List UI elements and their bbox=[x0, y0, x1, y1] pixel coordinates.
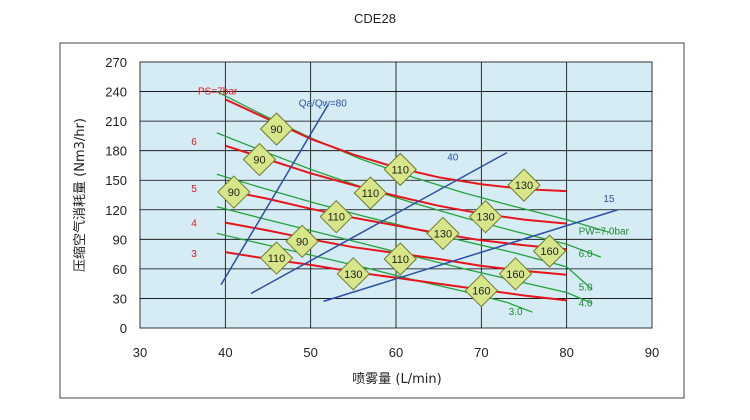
diamond-label: 130 bbox=[515, 180, 533, 192]
y-tick-label: 240 bbox=[105, 85, 127, 100]
ratio-line-label: 40 bbox=[447, 153, 459, 164]
diamond-label: 130 bbox=[344, 269, 362, 281]
ratio-line bbox=[323, 209, 619, 303]
diamond-marker bbox=[336, 257, 371, 291]
diamond-label: 90 bbox=[228, 187, 240, 199]
diamond-label: 90 bbox=[270, 124, 282, 136]
diamond-marker bbox=[259, 112, 294, 146]
ps-curve-label: 4 bbox=[191, 219, 197, 230]
pw-curve-label: 3.0 bbox=[509, 307, 523, 318]
pw-curve-label: 5.0 bbox=[579, 283, 593, 294]
y-tick-label: 120 bbox=[105, 203, 127, 218]
x-tick-label: 30 bbox=[133, 345, 147, 360]
pw-curve-label: 4.0 bbox=[579, 298, 593, 309]
diamond-marker bbox=[285, 224, 319, 259]
diamond-label: 130 bbox=[476, 212, 494, 224]
diamond-marker bbox=[242, 142, 277, 177]
y-axis-title: 压缩空气消耗量 (Nm3/hr) bbox=[72, 118, 88, 272]
diamond-marker bbox=[426, 216, 460, 251]
x-tick-label: 70 bbox=[474, 345, 488, 360]
ps-curve-label: PS=7bar bbox=[198, 87, 238, 98]
ps-curve-label: 5 bbox=[191, 184, 197, 195]
y-tick-label: 180 bbox=[105, 144, 127, 159]
pw-curve-label: PW=7.0bar bbox=[579, 226, 630, 237]
diamond-label: 160 bbox=[540, 246, 558, 258]
y-tick-label: 90 bbox=[113, 232, 127, 247]
x-tick-label: 40 bbox=[218, 345, 232, 360]
y-tick-label: 150 bbox=[105, 173, 127, 188]
diamond-label: 110 bbox=[391, 164, 409, 176]
diamond-label: 130 bbox=[434, 228, 452, 240]
diamond-marker bbox=[532, 234, 567, 268]
ps-curve-label: 3 bbox=[191, 249, 197, 260]
diamond-marker bbox=[319, 199, 353, 234]
chart-title: CDE28 bbox=[354, 11, 396, 26]
diamond-marker bbox=[383, 152, 417, 187]
diamond-marker bbox=[464, 273, 499, 308]
ratio-line bbox=[250, 151, 508, 295]
y-tick-label: 270 bbox=[105, 55, 127, 70]
diamond-marker bbox=[259, 241, 294, 275]
ps-curve bbox=[224, 144, 567, 225]
ratio-line bbox=[220, 104, 329, 286]
pw-curve bbox=[216, 232, 533, 313]
x-tick-label: 50 bbox=[303, 345, 317, 360]
diamond-label: 110 bbox=[327, 212, 345, 224]
diamond-marker bbox=[468, 199, 503, 234]
y-tick-label: 60 bbox=[113, 262, 127, 277]
diamond-label: 90 bbox=[253, 155, 265, 167]
diamond-label: 160 bbox=[506, 269, 524, 281]
diamond-label: 160 bbox=[472, 286, 490, 298]
diamond-label: 90 bbox=[296, 236, 308, 248]
x-tick-label: 60 bbox=[389, 345, 403, 360]
diamond-marker bbox=[498, 257, 533, 291]
diamond-marker bbox=[217, 175, 251, 209]
pw-curve-label: 6.0 bbox=[579, 249, 593, 260]
y-tick-label: 30 bbox=[113, 291, 127, 306]
ratio-line-label: 15 bbox=[603, 194, 615, 205]
diamond-label: 110 bbox=[268, 253, 286, 265]
label-layer: PS=7bar 6 5 4 3 PW=7.0bar 6.0 5.0 4.0 3.0 Qa/Qw=80… bbox=[191, 87, 629, 319]
y-tick-label: 210 bbox=[105, 114, 127, 129]
x-axis-title: 喷雾量 (L/min) bbox=[352, 372, 441, 387]
tick-layer: 30 40 50 60 70 80 90 0 30 60 90 120 150 180 210 240 270 bbox=[105, 55, 659, 360]
diamond-label: 110 bbox=[391, 254, 409, 266]
x-tick-label: 80 bbox=[559, 345, 573, 360]
diamond-marker bbox=[507, 168, 541, 202]
diamond-marker bbox=[353, 176, 388, 210]
x-tick-label: 90 bbox=[645, 345, 659, 360]
ps-curve-label: 6 bbox=[191, 137, 197, 148]
ratio-line-label: Qa/Qw=80 bbox=[299, 98, 348, 109]
diamond-marker bbox=[383, 242, 417, 276]
diamond-label: 110 bbox=[362, 188, 380, 200]
diamond-layer: 90 90 90 90 110 110 110 110 110 130 130 130 130 160 16… bbox=[217, 112, 567, 308]
y-tick-label: 0 bbox=[120, 321, 127, 336]
